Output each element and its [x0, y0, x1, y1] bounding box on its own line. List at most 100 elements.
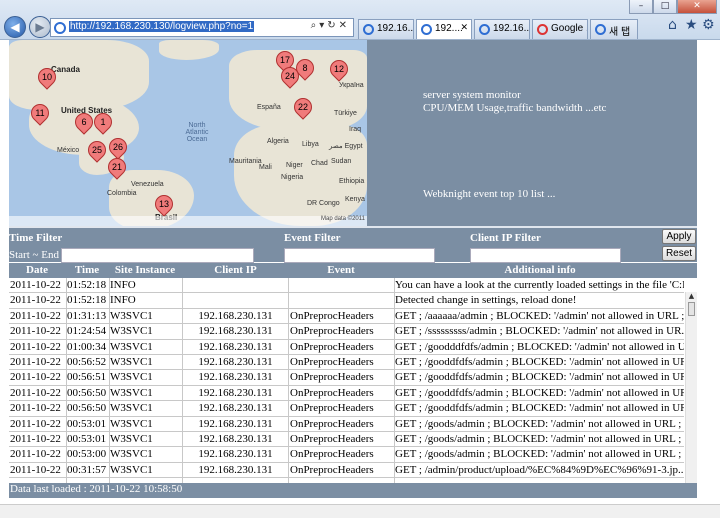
- map-label-drc: DR Congo: [307, 200, 340, 207]
- table-row[interactable]: 2011-10-22 01:31:13 W3SVC1 192.168.230.1…: [9, 309, 684, 325]
- column-header-site-instance[interactable]: Site Instance: [114, 264, 176, 276]
- table-row[interactable]: 2011-10-22 00:56:52 W3SVC1 192.168.230.1…: [9, 355, 684, 371]
- table-row[interactable]: 2011-10-22 01:52:18 INFO Detected change…: [9, 293, 684, 309]
- cell-time: 00:31:57: [67, 463, 107, 476]
- tab-label: 192.16...: [377, 23, 414, 34]
- tab-label: Google ...: [551, 23, 587, 34]
- map-label-north-atlantic: North Atlantic Ocean: [185, 122, 209, 143]
- window-controls: – □ ✕: [629, 0, 717, 14]
- cell-site-instance: W3SVC1: [110, 417, 153, 430]
- map-label-canada: Canada: [51, 65, 80, 74]
- cell-date: 2011-10-22: [10, 340, 61, 353]
- forward-button[interactable]: ▶: [29, 16, 51, 38]
- maximize-icon[interactable]: □: [653, 0, 677, 14]
- data-last-loaded: Data last loaded : 2011-10-22 10:58:50: [9, 483, 697, 498]
- cell-event: OnPreprocHeaders: [290, 355, 374, 368]
- address-bar-icons[interactable]: ⌕▾↻✕: [310, 20, 350, 31]
- cell-client-ip: 192.168.230.131: [198, 463, 273, 476]
- tab-3[interactable]: 192.16...: [474, 19, 530, 39]
- table-row[interactable]: 2011-10-22 01:24:54 W3SVC1 192.168.230.1…: [9, 324, 684, 340]
- event-filter-input[interactable]: [284, 248, 435, 263]
- table-row[interactable]: 2011-10-22 00:56:51 W3SVC1 192.168.230.1…: [9, 370, 684, 386]
- map-label-kenya: Kenya: [345, 196, 365, 203]
- google-icon: [537, 24, 548, 35]
- cell-site-instance: W3SVC1: [110, 432, 153, 445]
- cell-site-instance: W3SVC1: [110, 448, 153, 461]
- tab-1[interactable]: 192.16...: [358, 19, 414, 39]
- address-url[interactable]: http://192.168.230.130/logview.php?no=1: [69, 21, 255, 32]
- tab-4[interactable]: Google ...: [532, 19, 588, 39]
- cell-event: OnPreprocHeaders: [290, 371, 374, 384]
- cell-additional-info: GET ; /aaaaaa/admin ; BLOCKED: '/admin' …: [395, 309, 684, 322]
- map-label-mexico: México: [57, 147, 80, 154]
- cell-additional-info: GET ; /gooddfdfs/admin ; BLOCKED: '/admi…: [395, 355, 684, 368]
- cell-time: 00:56:50: [67, 386, 107, 399]
- table-row[interactable]: 2011-10-22 01:52:18 INFO You can have a …: [9, 278, 684, 294]
- column-divider: [66, 278, 67, 483]
- filter-bar: Time Filter Start ~ End Event Filter Cli…: [9, 226, 697, 263]
- cell-time: 00:53:01: [67, 417, 107, 430]
- time-filter-input[interactable]: [61, 248, 254, 263]
- column-header-time[interactable]: Time: [74, 264, 100, 276]
- time-filter-label: Time Filter: [9, 232, 63, 244]
- scrollbar-thumb[interactable]: [688, 302, 695, 316]
- table-row[interactable]: 2011-10-22 00:53:01 W3SVC1 192.168.230.1…: [9, 417, 684, 432]
- tab-2-active[interactable]: 192.... ✕: [416, 19, 472, 39]
- client-ip-filter-label: Client IP Filter: [470, 232, 541, 244]
- table-row[interactable]: 2011-10-22 00:53:00 W3SVC1 192.168.230.1…: [9, 447, 684, 463]
- tab-close-icon[interactable]: ✕: [460, 23, 468, 33]
- address-bar[interactable]: http://192.168.230.130/logview.php?no=1 …: [50, 18, 354, 37]
- cell-event: OnPreprocHeaders: [290, 432, 374, 445]
- column-header-client-ip[interactable]: Client IP: [214, 264, 257, 276]
- map-label-united-states: United States: [61, 106, 113, 115]
- cell-site-instance: W3SVC1: [110, 463, 153, 476]
- close-icon[interactable]: ✕: [677, 0, 717, 14]
- table-scrollbar[interactable]: ▲: [685, 292, 697, 483]
- tools-gear-icon[interactable]: ⚙: [702, 17, 715, 33]
- cell-date: 2011-10-22: [10, 355, 61, 368]
- tab-label: 192....: [435, 23, 463, 34]
- banner-line-webknight: Webknight event top 10 list ...: [423, 188, 556, 200]
- home-icon[interactable]: ⌂: [668, 17, 677, 33]
- cell-additional-info: GET ; /goods/admin ; BLOCKED: '/admin' n…: [395, 417, 684, 430]
- cell-client-ip: 192.168.230.131: [198, 355, 273, 368]
- map-label-colombia: Colombia: [107, 190, 137, 197]
- table-row[interactable]: 2011-10-22 00:53:01 W3SVC1 192.168.230.1…: [9, 432, 684, 448]
- header-banner: Canada United States México Venezuela Co…: [9, 40, 697, 226]
- cell-client-ip: 192.168.230.131: [198, 417, 273, 430]
- client-ip-filter-input[interactable]: [470, 248, 621, 263]
- favorites-star-icon[interactable]: ★: [685, 17, 698, 33]
- apply-button[interactable]: Apply: [662, 229, 696, 244]
- column-divider: [394, 278, 395, 483]
- table-row[interactable]: 2011-10-22 01:00:34 W3SVC1 192.168.230.1…: [9, 340, 684, 355]
- cell-event: OnPreprocHeaders: [290, 463, 374, 476]
- table-row[interactable]: 2011-10-22 00:56:50 W3SVC1 192.168.230.1…: [9, 401, 684, 417]
- cell-event: OnPreprocHeaders: [290, 448, 374, 461]
- column-header-date[interactable]: Date: [26, 264, 48, 276]
- cell-site-instance: INFO: [110, 294, 136, 307]
- tab-label: 192.16...: [493, 23, 530, 34]
- cell-date: 2011-10-22: [10, 294, 61, 307]
- land-greenland: [159, 40, 219, 60]
- tab-5[interactable]: 새 탭: [590, 19, 638, 39]
- table-row[interactable]: 2011-10-22 00:31:57 W3SVC1 192.168.230.1…: [9, 463, 684, 479]
- cell-date: 2011-10-22: [10, 432, 61, 445]
- table-row[interactable]: 2011-10-22 00:56:50 W3SVC1 192.168.230.1…: [9, 386, 684, 402]
- cell-date: 2011-10-22: [10, 463, 61, 476]
- map-label-ethiopia: Ethiopia: [339, 178, 365, 185]
- reset-button[interactable]: Reset: [662, 246, 696, 261]
- ie-icon: [54, 22, 66, 34]
- tab-label: 새 탭: [609, 27, 631, 38]
- scroll-up-icon[interactable]: ▲: [688, 292, 695, 300]
- column-header-event[interactable]: Event: [327, 264, 355, 276]
- back-button[interactable]: ◀: [4, 16, 26, 38]
- event-filter-label: Event Filter: [284, 232, 341, 244]
- land-africa: [234, 125, 367, 226]
- cell-date: 2011-10-22: [10, 279, 61, 291]
- world-map[interactable]: Canada United States México Venezuela Co…: [9, 40, 367, 226]
- minimize-icon[interactable]: –: [629, 0, 653, 14]
- log-table-body: 2011-10-22 01:52:18 INFO You can have a …: [9, 278, 684, 483]
- cell-client-ip: 192.168.230.131: [198, 325, 273, 338]
- cell-date: 2011-10-22: [10, 386, 61, 399]
- column-header-additional-info[interactable]: Additional info: [504, 264, 576, 276]
